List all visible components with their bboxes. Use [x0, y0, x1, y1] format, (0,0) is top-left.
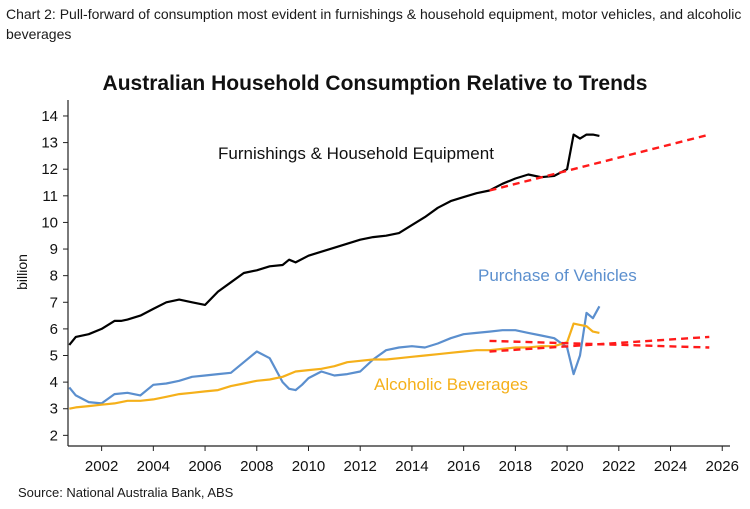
series-line-1	[68, 305, 601, 405]
x-tick-label: 2018	[499, 458, 532, 475]
y-tick-label: 12	[41, 161, 58, 178]
x-tick-label: 2004	[137, 458, 170, 475]
y-tick-label: 8	[50, 268, 58, 285]
series-line-0	[68, 133, 600, 346]
y-tick-label: 4	[50, 374, 58, 391]
x-tick-label: 2012	[344, 458, 377, 475]
y-axis-label: billion	[14, 254, 30, 290]
y-tick-label: 13	[41, 135, 58, 152]
y-tick-label: 3	[50, 401, 58, 418]
chart-title: Australian Household Consumption Relativ…	[103, 72, 648, 95]
y-tick-label: 9	[50, 241, 58, 258]
chart-series	[68, 133, 710, 410]
x-tick-label: 2014	[395, 458, 428, 475]
chart-caption: Chart 2: Pull-forward of consumption mos…	[6, 6, 742, 42]
y-tick-label: 2	[50, 427, 58, 444]
x-tick-label: 2006	[188, 458, 221, 475]
y-tick-label: 7	[50, 294, 58, 311]
y-tick-label: 14	[41, 108, 58, 125]
x-tick-label: 2008	[240, 458, 273, 475]
x-tick-label: 2022	[602, 458, 635, 475]
annotation-furnishings: Furnishings & Household Equipment	[218, 144, 494, 163]
annotation-vehicles: Purchase of Vehicles	[478, 266, 637, 285]
y-tick-label: 6	[50, 321, 58, 338]
annotation-alcohol: Alcoholic Beverages	[374, 375, 528, 394]
series-line-3	[489, 133, 710, 192]
x-tick-label: 2024	[654, 458, 687, 475]
y-tick-label: 5	[50, 348, 58, 365]
y-tick-label: 10	[41, 214, 58, 231]
series-line-2	[69, 322, 600, 410]
source-note: Source: National Australia Bank, ABS	[18, 485, 234, 500]
series-line-5	[489, 335, 710, 353]
chart-axes: 2 3 4 5 6 7 8 9 10 11 12 13 14 2002 2004 2006 2008 2010 20…	[41, 100, 739, 475]
x-tick-label: 2016	[447, 458, 480, 475]
x-tick-label: 2010	[292, 458, 325, 475]
x-tick-label: 2002	[85, 458, 118, 475]
x-tick-label: 2020	[550, 458, 583, 475]
y-tick-label: 11	[42, 188, 58, 205]
x-tick-label: 2026	[706, 458, 739, 475]
